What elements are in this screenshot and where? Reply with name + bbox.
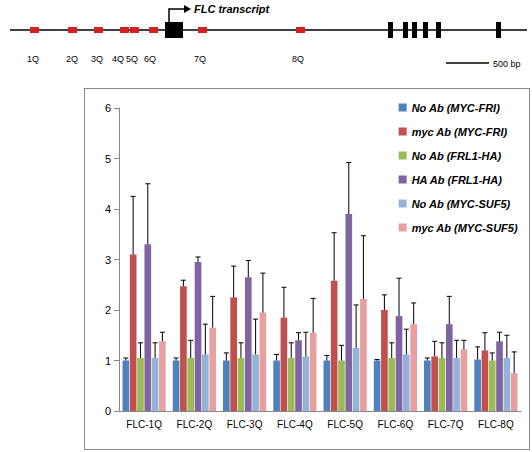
svg-text:2Q: 2Q [66, 54, 78, 64]
svg-text:HA Ab (FRL1-HA): HA Ab (FRL1-HA) [412, 174, 503, 186]
svg-text:FLC-8Q: FLC-8Q [478, 419, 514, 430]
svg-text:FLC-3Q: FLC-3Q [227, 419, 263, 430]
svg-text:FLC-4Q: FLC-4Q [277, 419, 313, 430]
svg-text:3: 3 [105, 254, 111, 266]
svg-text:No Ab (MYC-FRI): No Ab (MYC-FRI) [412, 102, 501, 114]
svg-text:No Ab (FRL1-HA): No Ab (FRL1-HA) [412, 150, 502, 162]
svg-text:2: 2 [105, 304, 111, 316]
svg-text:4: 4 [105, 203, 111, 215]
svg-text:3Q: 3Q [91, 54, 103, 64]
svg-text:1Q: 1Q [27, 54, 39, 64]
svg-text:4Q: 4Q [112, 54, 124, 64]
svg-text:myc Ab (MYC-SUF5): myc Ab (MYC-SUF5) [412, 222, 518, 234]
svg-text:0: 0 [105, 405, 111, 417]
svg-text:5Q: 5Q [126, 54, 138, 64]
svg-text:8Q: 8Q [292, 54, 304, 64]
svg-text:FLC-7Q: FLC-7Q [428, 419, 464, 430]
svg-text:No Ab (MYC-SUF5): No Ab (MYC-SUF5) [412, 198, 511, 210]
svg-text:myc Ab (MYC-FRI): myc Ab (MYC-FRI) [412, 126, 508, 138]
svg-text:FLC transcript: FLC transcript [194, 3, 271, 15]
svg-text:500 bp: 500 bp [493, 59, 521, 69]
svg-text:FLC-5Q: FLC-5Q [327, 419, 363, 430]
svg-text:6: 6 [105, 102, 111, 114]
svg-text:5: 5 [105, 153, 111, 165]
svg-text:1: 1 [105, 355, 111, 367]
svg-text:6Q: 6Q [144, 54, 156, 64]
svg-text:FLC-6Q: FLC-6Q [378, 419, 414, 430]
svg-text:FLC-1Q: FLC-1Q [126, 419, 162, 430]
svg-text:FLC-2Q: FLC-2Q [177, 419, 213, 430]
svg-text:7Q: 7Q [194, 54, 206, 64]
